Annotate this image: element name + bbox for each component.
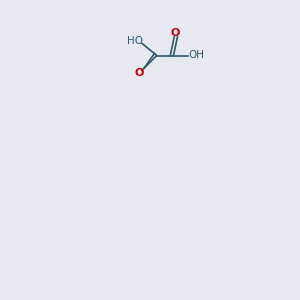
Text: OH: OH [188,50,204,61]
Text: O: O [171,28,180,38]
Text: HO: HO [127,36,143,46]
Text: O: O [134,68,144,78]
